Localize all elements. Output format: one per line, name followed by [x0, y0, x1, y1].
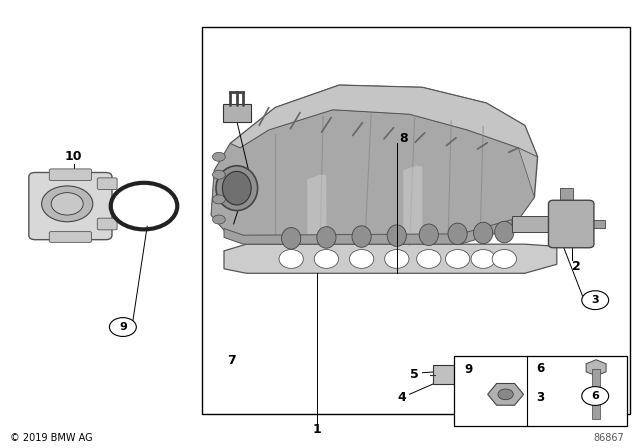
Circle shape	[109, 318, 136, 336]
FancyBboxPatch shape	[49, 169, 92, 181]
FancyBboxPatch shape	[29, 172, 112, 240]
Circle shape	[458, 364, 474, 375]
Polygon shape	[230, 85, 538, 157]
Ellipse shape	[474, 222, 493, 244]
FancyBboxPatch shape	[49, 232, 92, 242]
Circle shape	[42, 186, 93, 222]
Text: 9: 9	[464, 363, 472, 376]
Polygon shape	[224, 220, 512, 244]
Text: 2: 2	[572, 260, 580, 273]
Circle shape	[212, 152, 225, 161]
Bar	[512, 216, 556, 232]
FancyBboxPatch shape	[97, 178, 117, 190]
Ellipse shape	[282, 228, 301, 249]
Text: 3: 3	[591, 295, 599, 305]
Circle shape	[51, 193, 83, 215]
Ellipse shape	[495, 221, 514, 243]
Circle shape	[582, 291, 609, 310]
Bar	[589, 220, 605, 228]
Circle shape	[212, 170, 225, 179]
Text: 7: 7	[227, 354, 236, 367]
Text: 1: 1	[312, 422, 321, 436]
Text: 10: 10	[65, 150, 83, 164]
Circle shape	[462, 367, 470, 372]
Circle shape	[212, 195, 225, 204]
Ellipse shape	[279, 250, 303, 268]
Text: 86867: 86867	[593, 433, 624, 443]
Ellipse shape	[387, 225, 406, 246]
Ellipse shape	[385, 250, 409, 268]
Bar	[454, 356, 627, 426]
Ellipse shape	[223, 171, 252, 205]
Text: 4: 4	[397, 391, 406, 405]
FancyBboxPatch shape	[433, 365, 468, 384]
Ellipse shape	[349, 250, 374, 268]
Ellipse shape	[448, 223, 467, 245]
Ellipse shape	[352, 226, 371, 247]
Circle shape	[212, 215, 225, 224]
Text: © 2019 BMW AG: © 2019 BMW AG	[10, 433, 92, 443]
Polygon shape	[211, 110, 534, 246]
Bar	[592, 369, 600, 419]
Text: 3: 3	[536, 391, 545, 405]
Circle shape	[498, 389, 513, 400]
Ellipse shape	[317, 227, 336, 248]
Polygon shape	[307, 175, 326, 242]
Ellipse shape	[216, 166, 258, 211]
Polygon shape	[403, 166, 422, 244]
Bar	[202, 27, 630, 414]
Polygon shape	[211, 85, 538, 246]
Text: 8: 8	[399, 132, 408, 146]
Text: 6: 6	[536, 362, 545, 375]
Ellipse shape	[492, 250, 516, 268]
Polygon shape	[224, 244, 557, 273]
Ellipse shape	[445, 250, 470, 268]
Ellipse shape	[419, 224, 438, 246]
Ellipse shape	[314, 250, 339, 268]
Bar	[560, 188, 573, 204]
Text: 5: 5	[410, 367, 419, 381]
FancyBboxPatch shape	[97, 218, 117, 230]
FancyBboxPatch shape	[548, 200, 594, 248]
FancyBboxPatch shape	[479, 367, 511, 405]
Circle shape	[582, 387, 609, 405]
Ellipse shape	[417, 250, 441, 268]
Text: 9: 9	[119, 322, 127, 332]
FancyBboxPatch shape	[223, 104, 251, 122]
Text: 6: 6	[591, 391, 599, 401]
Ellipse shape	[471, 250, 495, 268]
